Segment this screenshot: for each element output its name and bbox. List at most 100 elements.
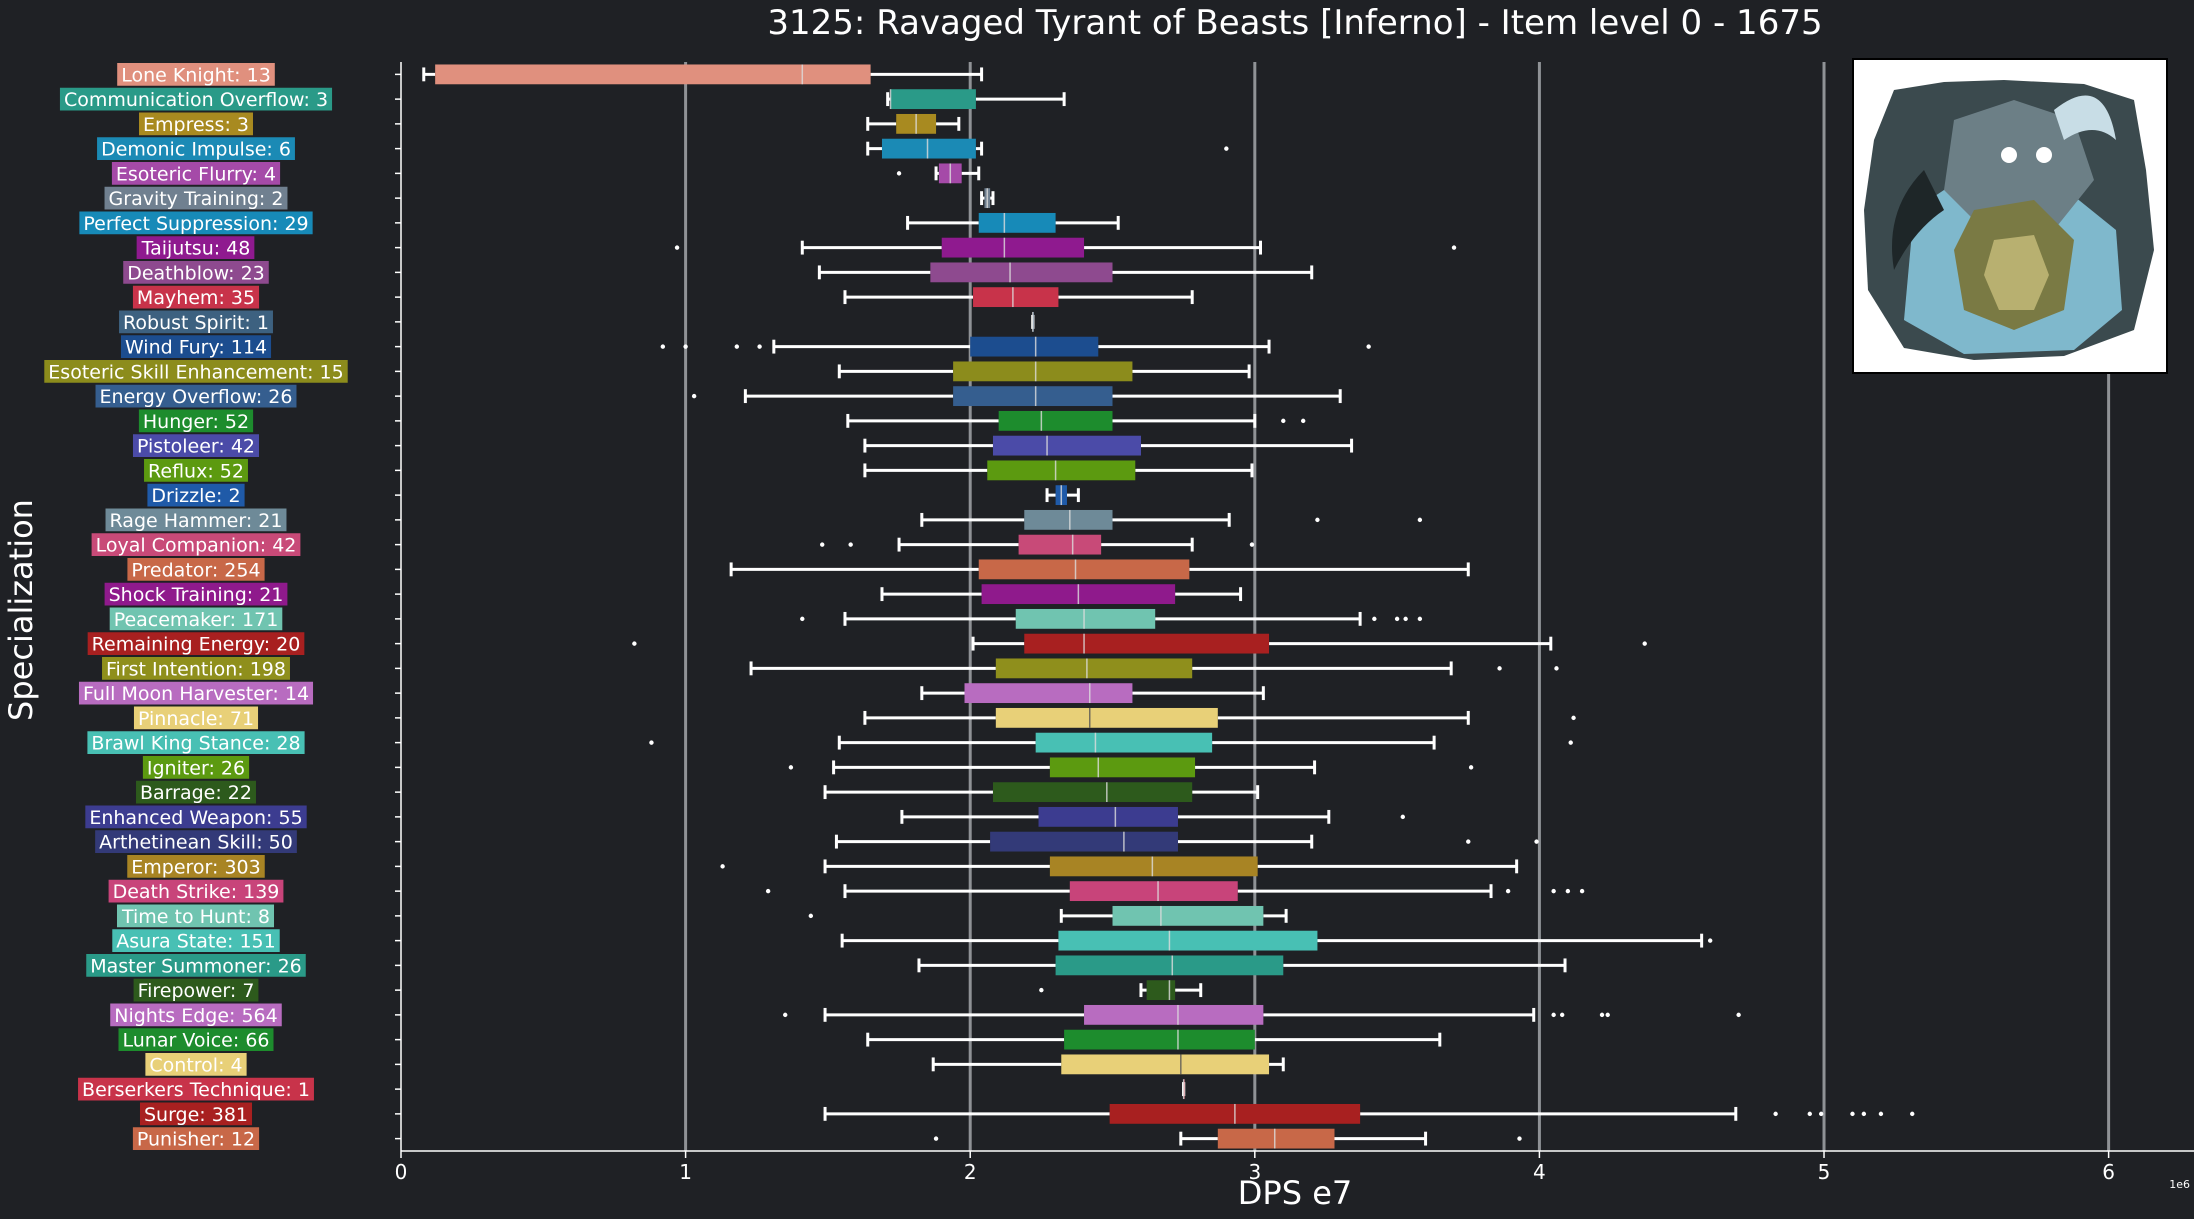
outlier-point: [1517, 1136, 1522, 1141]
x-tick-label: 1: [679, 1160, 692, 1184]
y-axis-label: Specialization: [2, 499, 40, 721]
outlier-point: [808, 913, 814, 919]
x-tick-label: 6: [2102, 1160, 2115, 1184]
category-label: Mayhem: 35: [137, 287, 255, 309]
box: [1038, 806, 1178, 827]
box: [970, 336, 1099, 357]
box: [1049, 856, 1258, 877]
category-label-bg: [127, 558, 265, 581]
outlier-point: [1554, 666, 1559, 671]
outlier-point: [1559, 1012, 1565, 1018]
box: [930, 262, 1113, 283]
category-label: Punisher: 12: [137, 1129, 255, 1151]
category-label: Remaining Energy: 20: [92, 634, 301, 656]
outlier-point: [649, 740, 654, 745]
box: [1146, 980, 1176, 1001]
outlier-point: [1579, 888, 1585, 894]
outlier-point: [1315, 517, 1320, 523]
category-label: Esoteric Skill Enhancement: 15: [48, 361, 343, 383]
category-label: Empress: 3: [143, 114, 249, 136]
outlier-point: [1417, 616, 1423, 622]
category-label: Demonic Impulse: 6: [101, 139, 291, 161]
category-label-bg: [108, 879, 284, 903]
category-label-bg: [139, 112, 253, 136]
box: [1035, 732, 1213, 753]
box: [1018, 534, 1102, 555]
category-label-bg: [136, 780, 256, 804]
category-label: Taijutsu: 48: [141, 238, 251, 260]
box: [1049, 757, 1196, 778]
category-label: Barrage: 22: [140, 782, 252, 804]
outlier-point: [1861, 1111, 1867, 1117]
outlier-point: [1400, 814, 1406, 820]
outlier-point: [848, 542, 853, 547]
outlier-point: [1505, 888, 1511, 894]
category-label-bg: [117, 63, 275, 86]
category-label-bg: [116, 904, 275, 928]
category-label: Time to Hunt: 8: [121, 906, 270, 928]
category-label-bg: [78, 1077, 314, 1101]
category-label-bg: [112, 929, 280, 952]
category-label-bg: [118, 1028, 274, 1051]
outlier-point: [1850, 1111, 1855, 1117]
category-label-bg: [119, 310, 273, 334]
category-label-bg: [136, 236, 255, 259]
box: [992, 435, 1141, 456]
category-label: Esoteric Flurry: 4: [116, 163, 276, 185]
box: [953, 361, 1133, 382]
outlier-point: [660, 344, 666, 349]
category-label: First Intention: 198: [106, 658, 286, 680]
category-labels: Lone Knight: 13 Communication Overflow: 3…: [44, 63, 348, 1151]
box: [890, 89, 976, 110]
box: [1055, 955, 1284, 976]
category-label: Asura State: 151: [116, 931, 275, 953]
category-label-bg: [87, 731, 305, 754]
box-layer: [422, 64, 1915, 1149]
category-label-bg: [132, 285, 260, 309]
category-label: Rage Hammer: 21: [110, 510, 283, 532]
category-label-bg: [95, 830, 297, 853]
category-label-bg: [139, 1102, 253, 1126]
outlier-point: [691, 393, 697, 399]
box: [941, 237, 1085, 258]
x-tick-label: 4: [1533, 1160, 1546, 1184]
outlier-point: [1451, 245, 1457, 250]
category-label-bg: [44, 360, 348, 383]
category-label: Loyal Companion: 42: [96, 535, 297, 557]
x-tick-label: 5: [1818, 1160, 1831, 1184]
outlier-point: [1773, 1111, 1778, 1117]
category-label: Arthetinean Skill: 50: [99, 832, 293, 854]
category-label: Predator: 254: [131, 559, 260, 581]
outlier-point: [720, 864, 725, 869]
outlier-point: [783, 1012, 788, 1018]
outlier-point: [765, 888, 771, 894]
outlier-point: [1417, 517, 1423, 523]
box: [978, 559, 1190, 580]
box: [964, 683, 1133, 704]
category-label: Full Moon Harvester: 14: [83, 683, 309, 705]
outlier-point: [1642, 641, 1647, 646]
outlier-point: [1707, 938, 1713, 943]
x-offset-text: 1e6: [2169, 1178, 2190, 1191]
box: [1112, 905, 1264, 926]
outlier-point: [1039, 987, 1044, 993]
outlier-point: [1534, 839, 1539, 844]
x-tick-label: 0: [395, 1160, 408, 1184]
box: [1064, 1029, 1255, 1050]
category-label: Nights Edge: 564: [114, 1005, 278, 1027]
outlier-point: [674, 245, 680, 250]
outlier-point: [1281, 418, 1286, 424]
category-label-bg: [123, 261, 269, 284]
category-label-bg: [59, 87, 333, 111]
category-label-bg: [95, 384, 297, 408]
outlier-point: [1910, 1111, 1915, 1117]
category-label-bg: [138, 409, 254, 433]
category-label-bg: [111, 162, 281, 185]
category-label: Death Strike: 139: [113, 881, 280, 903]
box: [992, 782, 1193, 803]
category-label-bg: [147, 483, 245, 507]
category-label-bg: [87, 632, 305, 655]
box: [1024, 633, 1270, 654]
category-label: Berserkers Technique: 1: [82, 1079, 310, 1101]
